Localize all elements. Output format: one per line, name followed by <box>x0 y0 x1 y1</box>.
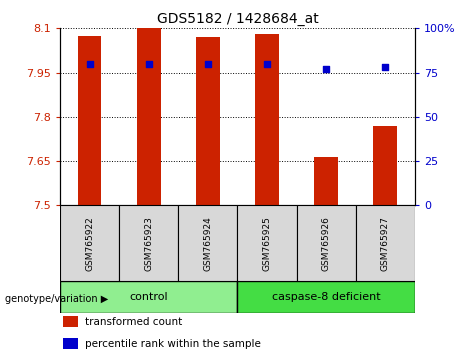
Bar <box>119 205 178 281</box>
Text: GSM765925: GSM765925 <box>262 216 272 271</box>
Text: GSM765922: GSM765922 <box>85 216 94 271</box>
Point <box>322 66 330 72</box>
Bar <box>373 126 397 205</box>
Bar <box>255 34 279 205</box>
Bar <box>314 157 338 205</box>
Text: transformed count: transformed count <box>85 317 182 327</box>
Text: percentile rank within the sample: percentile rank within the sample <box>85 339 260 349</box>
Point <box>86 61 93 67</box>
Bar <box>137 28 160 205</box>
Point <box>204 61 212 67</box>
Bar <box>237 205 296 281</box>
Point <box>145 61 152 67</box>
Title: GDS5182 / 1428684_at: GDS5182 / 1428684_at <box>157 12 318 26</box>
Text: GSM765924: GSM765924 <box>203 216 213 271</box>
Bar <box>60 281 237 313</box>
Bar <box>356 205 415 281</box>
Bar <box>178 205 237 281</box>
Text: GSM765923: GSM765923 <box>144 216 153 271</box>
Bar <box>60 205 119 281</box>
Bar <box>64 316 77 327</box>
Point <box>263 61 271 67</box>
Bar <box>196 37 219 205</box>
Text: caspase-8 deficient: caspase-8 deficient <box>272 292 380 302</box>
Text: control: control <box>130 292 168 302</box>
Bar <box>64 338 77 349</box>
Text: GSM765927: GSM765927 <box>381 216 390 271</box>
Point <box>382 64 389 70</box>
Text: genotype/variation ▶: genotype/variation ▶ <box>5 294 108 304</box>
Bar <box>237 281 415 313</box>
Bar <box>77 36 101 205</box>
Bar <box>296 205 356 281</box>
Text: GSM765926: GSM765926 <box>322 216 331 271</box>
